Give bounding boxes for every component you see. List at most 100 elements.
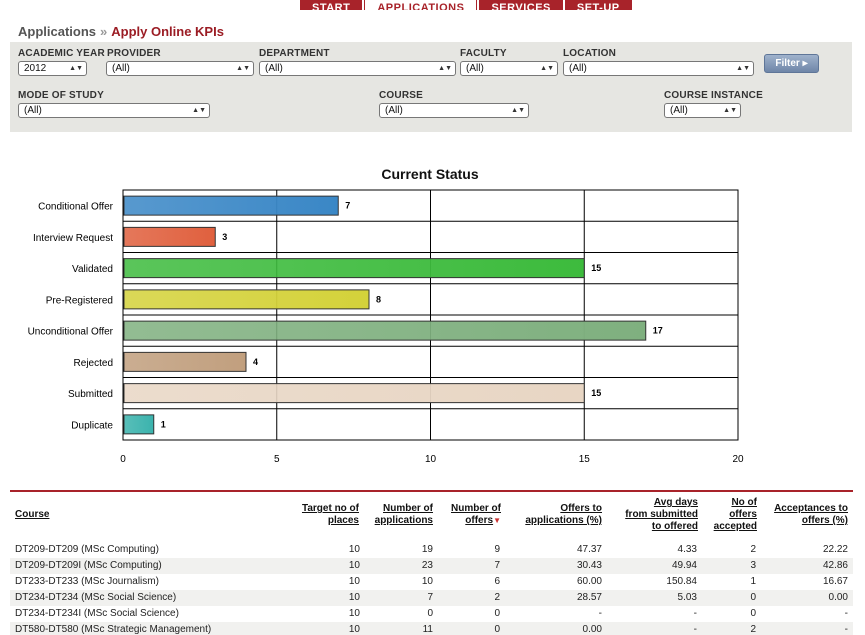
th-target[interactable]: Target no of places: [280, 503, 359, 527]
cell-course[interactable]: DT234-DT234 (MSc Social Science): [15, 592, 177, 603]
cell-course[interactable]: DT580-DT580 (MSc Strategic Management): [15, 624, 212, 635]
sort-desc-icon[interactable]: ▼: [493, 516, 501, 525]
mode-of-study-select[interactable]: (All) ▲▼: [18, 103, 210, 118]
cell-avg-days: 49.94: [671, 560, 697, 571]
cell-offers: 7: [494, 560, 500, 571]
location-select[interactable]: (All) ▲▼: [563, 61, 754, 76]
th-accepted-line3: accepted: [713, 521, 757, 532]
th-avg-days[interactable]: Avg days from submitted to offered: [610, 497, 698, 533]
course-select[interactable]: (All) ▲▼: [379, 103, 529, 118]
category-label: Conditional Offer: [38, 202, 114, 213]
cell-avg-days: 5.03: [677, 592, 697, 603]
th-avg-days-line1: Avg days: [653, 497, 698, 508]
table-row[interactable]: DT209-DT209 (MSc Computing) 10 19 9 47.37 4.3…: [10, 542, 853, 558]
th-applications-line2: applications: [374, 515, 433, 526]
th-target-line2: places: [327, 515, 359, 526]
category-label: Rejected: [74, 358, 113, 369]
th-offers-pct[interactable]: Offers to applications (%): [505, 503, 602, 527]
faculty-value: (All): [466, 63, 484, 74]
cell-accept-pct: 42.86: [822, 560, 848, 571]
category-label: Pre-Registered: [46, 295, 113, 306]
department-select[interactable]: (All) ▲▼: [259, 61, 456, 76]
cell-accepted: 2: [750, 624, 756, 635]
course-instance-select[interactable]: (All) ▲▼: [664, 103, 741, 118]
course-instance-value: (All): [670, 105, 688, 116]
cell-target: 10: [348, 624, 360, 635]
mode-of-study-value: (All): [24, 105, 42, 116]
tab-start-label: START: [312, 2, 351, 11]
x-tick-label: 10: [425, 454, 437, 465]
course-label: COURSE: [379, 90, 423, 101]
th-offers[interactable]: Number of offers▼: [440, 503, 501, 527]
department-value: (All): [265, 63, 283, 74]
tab-services[interactable]: SERVICES: [479, 0, 563, 10]
cell-course[interactable]: DT209-DT209I (MSc Computing): [15, 560, 162, 571]
select-arrows-icon: ▲▼: [192, 107, 206, 114]
cell-accept-pct: 22.22: [822, 544, 848, 555]
select-arrows-icon: ▲▼: [69, 65, 83, 72]
table-row[interactable]: DT234-DT234 (MSc Social Science) 10 7 2 28.5…: [10, 590, 853, 606]
cell-accepted: 3: [750, 560, 756, 571]
provider-label: PROVIDER: [107, 48, 161, 59]
table-row[interactable]: DT580-DT580 (MSc Strategic Management) 10…: [10, 622, 853, 635]
tab-start[interactable]: START: [300, 0, 363, 11]
filter-panel: ACADEMIC YEAR 2012 ▲▼ PROVIDER (All) ▲▼ DE…: [10, 42, 852, 132]
th-target-line1: Target no of: [301, 503, 359, 514]
filter-button[interactable]: Filter ▸: [764, 54, 819, 73]
cell-course[interactable]: DT234-DT234I (MSc Social Science): [15, 608, 179, 619]
cell-offers-pct: 60.00: [576, 576, 602, 587]
th-accept-pct[interactable]: Acceptances to offers (%): [765, 503, 848, 527]
cell-target: 10: [348, 576, 360, 587]
category-label: Unconditional Offer: [28, 327, 114, 338]
chart-title: Current Status: [381, 166, 479, 182]
cell-accepted: 2: [750, 544, 756, 555]
cell-accepted: 0: [750, 608, 756, 619]
cell-applications: 10: [421, 576, 433, 587]
cell-offers: 2: [494, 592, 500, 603]
cell-accept-pct: 16.67: [822, 576, 848, 587]
tab-applications-label: APPLICATIONS: [377, 2, 465, 11]
select-arrows-icon: ▲▼: [438, 65, 452, 72]
th-course[interactable]: Course: [15, 509, 50, 520]
breadcrumb-separator: »: [100, 24, 108, 39]
tab-applications[interactable]: APPLICATIONS: [364, 0, 478, 11]
bar-value-label: 4: [253, 357, 258, 367]
th-offers-pct-line2: applications (%): [525, 515, 602, 526]
cell-offers: 9: [494, 544, 500, 555]
bar-value-label: 3: [222, 232, 227, 242]
category-label: Duplicate: [71, 420, 113, 431]
course-value: (All): [385, 105, 403, 116]
tab-set-up-label: SET-UP: [576, 2, 620, 11]
cell-avg-days: -: [693, 608, 697, 619]
cell-accepted: 1: [750, 576, 756, 587]
bar: [123, 351, 247, 372]
course-instance-label: COURSE INSTANCE: [664, 90, 763, 101]
faculty-select[interactable]: (All) ▲▼: [460, 61, 558, 76]
cell-applications: 7: [427, 592, 433, 603]
academic-year-select[interactable]: 2012 ▲▼: [18, 61, 87, 76]
table-row[interactable]: DT234-DT234I (MSc Social Science) 10 0 0 - - 0…: [10, 606, 853, 622]
cell-course[interactable]: DT233-DT233 (MSc Journalism): [15, 576, 159, 587]
category-label: Interview Request: [33, 233, 113, 244]
th-offers-line2: offers: [465, 515, 494, 526]
cell-target: 10: [348, 592, 360, 603]
top-nav: START APPLICATIONS SERVICES SET-UP: [300, 0, 634, 10]
bar-value-label: 1: [161, 419, 166, 429]
table-row[interactable]: DT233-DT233 (MSc Journalism) 10 10 6 60.00 15…: [10, 574, 853, 590]
cell-applications: 19: [421, 544, 433, 555]
cell-accepted: 0: [750, 592, 756, 603]
provider-select[interactable]: (All) ▲▼: [106, 61, 254, 76]
th-applications[interactable]: Number of applications: [365, 503, 433, 527]
breadcrumb-root[interactable]: Applications: [18, 24, 97, 39]
location-value: (All): [569, 63, 587, 74]
th-accepted-line1: No of: [731, 497, 757, 508]
th-avg-days-line2: from submitted: [625, 509, 698, 520]
cell-offers: 0: [494, 608, 500, 619]
bar: [123, 195, 339, 216]
tab-set-up[interactable]: SET-UP: [564, 0, 632, 11]
table-row[interactable]: DT209-DT209I (MSc Computing) 10 23 7 30.43 49…: [10, 558, 853, 574]
th-accepted[interactable]: No of offers accepted: [705, 497, 757, 533]
x-tick-label: 5: [274, 454, 280, 465]
cell-course[interactable]: DT209-DT209 (MSc Computing): [15, 544, 159, 555]
bar-value-label: 8: [376, 294, 381, 304]
